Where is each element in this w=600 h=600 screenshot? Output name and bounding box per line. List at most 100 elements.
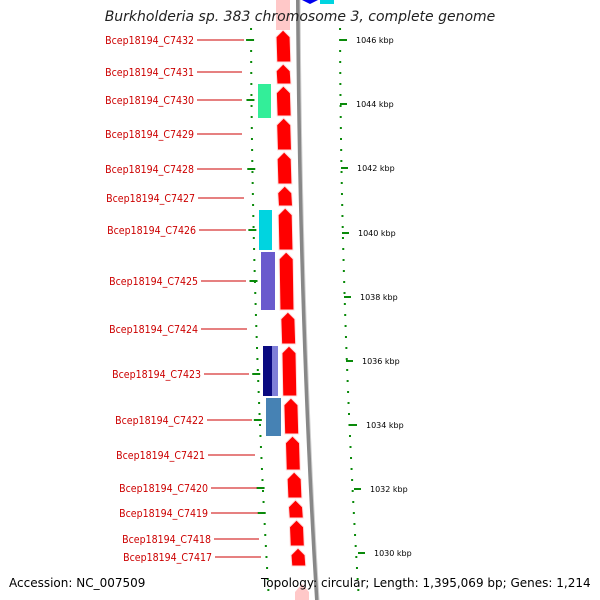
tick-dot [252, 237, 255, 239]
feature-block [266, 398, 281, 436]
map-title: Burkholderia sp. 383 chromosome 3, compl… [104, 9, 496, 25]
tick-dot [339, 116, 342, 118]
cds-arrow-edge [295, 584, 309, 600]
feature-block [320, 0, 334, 4]
tick-dot [258, 413, 261, 415]
tick-dot [344, 314, 347, 316]
scale-label: 1036 kbp [362, 357, 400, 366]
tick-dot [260, 457, 263, 459]
tick-dot [340, 160, 343, 162]
tick-dot [266, 578, 269, 580]
tick-dot [256, 347, 259, 349]
gene-label: Bcep18194_C7417 [123, 552, 212, 564]
tick-dot [347, 402, 350, 404]
cds-arrow [287, 499, 304, 519]
cds-arrow-edge [276, 0, 290, 30]
scale-labels: 1046 kbp 1044 kbp 1042 kbp 1040 kbp 1038 kbp… [340, 36, 412, 558]
scale-tick [358, 552, 365, 554]
tick-dot [340, 149, 343, 151]
tick-dot [251, 171, 254, 173]
cds-arrow [289, 519, 305, 547]
gene-tick [246, 39, 255, 41]
gene-label: Bcep18194_C7427 [106, 193, 195, 205]
tick-dot [250, 105, 253, 107]
gene-tick [246, 99, 255, 101]
cds-arrow [280, 311, 297, 345]
tick-dot [250, 28, 253, 30]
scale-label: 1046 kbp [356, 36, 394, 45]
tick-dot [262, 490, 265, 492]
tick-dot [253, 270, 256, 272]
tick-dot [253, 259, 256, 261]
tick-dot [341, 204, 344, 206]
tick-dot [357, 589, 360, 591]
cds-arrow [275, 29, 292, 63]
tick-dot [343, 303, 346, 305]
scale-tick [340, 39, 347, 41]
tick-dot [339, 127, 342, 129]
cds-arrow [290, 547, 307, 567]
cds-arrow [276, 117, 293, 151]
tick-dot [350, 457, 353, 459]
tick-dot [252, 215, 255, 217]
tick-dot [340, 171, 343, 173]
cds-arrow [276, 151, 293, 185]
tick-dot [254, 314, 257, 316]
tick-dot [260, 468, 263, 470]
tick-dot [340, 182, 343, 184]
scale-label: 1044 kbp [356, 100, 394, 109]
scale-label: 1032 kbp [370, 485, 408, 494]
feature-block [259, 210, 272, 250]
tick-dot [354, 545, 357, 547]
scale-label: 1038 kbp [360, 293, 398, 302]
chromosome-backbone [296, 0, 320, 600]
tick-dot [344, 336, 347, 338]
tick-dot [263, 523, 266, 525]
tick-dot [262, 501, 265, 503]
cds-arrow [278, 251, 295, 311]
tick-dot [250, 94, 253, 96]
gene-label-lines [197, 39, 261, 558]
tick-dot [250, 138, 253, 140]
tick-dot [257, 391, 260, 393]
scale-label: 1030 kbp [374, 549, 412, 558]
genome-summary-text: Topology: circular; Length: 1,395,069 bp… [261, 576, 591, 590]
scale-tick [346, 360, 353, 362]
gene-label: Bcep18194_C7429 [105, 129, 194, 141]
tick-dot [342, 270, 345, 272]
cds-arrow [275, 63, 292, 85]
tick-dot [252, 226, 255, 228]
accession-text: Accession: NC_007509 [9, 576, 146, 590]
scale-label: 1040 kbp [358, 229, 396, 238]
gene-features [258, 0, 334, 600]
backbone-highlight [299, 0, 320, 600]
tick-dot [344, 325, 347, 327]
tick-dot [339, 61, 342, 63]
tick-dot [258, 402, 261, 404]
tick-dot [354, 534, 357, 536]
tick-dot [343, 292, 346, 294]
feature-block [261, 252, 275, 310]
feature-block [272, 346, 278, 396]
tick-dot [345, 358, 348, 360]
tick-dot [351, 490, 354, 492]
scale-tick [350, 424, 357, 426]
scale-tick [344, 296, 351, 298]
tick-dot [346, 369, 349, 371]
cds-arrow [281, 345, 298, 397]
tick-dot [341, 215, 344, 217]
tick-dot [259, 446, 262, 448]
tick-dot [341, 237, 344, 239]
tick-dot [264, 534, 267, 536]
tick-dot [343, 281, 346, 283]
scale-tick [341, 167, 348, 169]
gene-label: Bcep18194_C7424 [109, 324, 198, 336]
tick-dot [353, 523, 356, 525]
scale-tick [342, 232, 349, 234]
tick-dot [348, 413, 351, 415]
tick-dot [356, 578, 359, 580]
tick-dot [261, 479, 264, 481]
gene-label: Bcep18194_C7432 [105, 35, 194, 47]
scale-tick [354, 488, 361, 490]
